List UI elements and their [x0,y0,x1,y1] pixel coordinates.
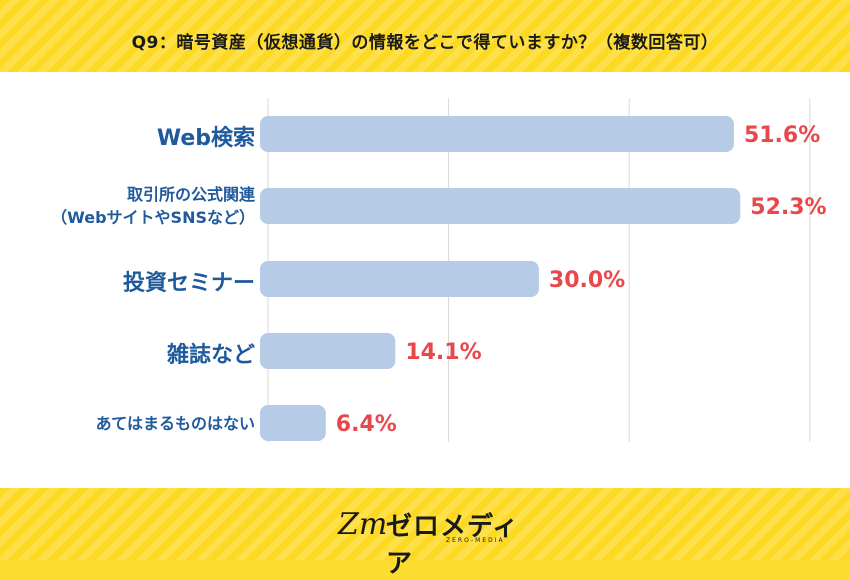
category-label-line: 取引所の公式関連 [126,185,255,204]
footer-band [0,488,850,560]
chart-title: Q9：暗号資産（仮想通貨）の情報をどこで得ていますか？（複数回答可） [131,33,719,53]
value-label: 14.1% [405,340,481,365]
value-label: 30.0% [549,268,625,293]
category-label: あてはまるものはない [96,412,255,435]
zero-media-logo: Zm ゼロメディア ZERO-MEDIA [338,500,528,580]
bar [260,116,734,152]
category-label: 投資セミナー [123,265,255,297]
category-label: Web検索 [157,120,255,152]
header-band [0,0,850,72]
logo-text: ゼロメディア [386,512,520,579]
bar [260,188,741,224]
category-label: 取引所の公式関連 （WebサイトやSNSなど） [51,183,255,229]
value-label: 6.4% [336,412,397,437]
category-label-line: あてはまるものはない [95,413,255,433]
category-label-line: 雑誌など [166,343,255,368]
logo-mark: Zm [338,507,388,542]
logo-subtext: ZERO-MEDIA [446,537,505,544]
bar [260,261,539,297]
category-label: 雑誌など [167,337,255,369]
category-label-line: （WebサイトやSNSなど） [51,208,255,227]
value-label: 52.3% [750,195,826,220]
bar [260,405,326,441]
category-label-line: 投資セミナー [122,271,255,296]
value-label: 51.6% [744,123,820,148]
category-label-line: Web検索 [156,126,255,151]
bar [260,333,396,369]
bar-chart: 51.6% 52.3% 30.0% 14.1% 6.4% [260,98,827,442]
